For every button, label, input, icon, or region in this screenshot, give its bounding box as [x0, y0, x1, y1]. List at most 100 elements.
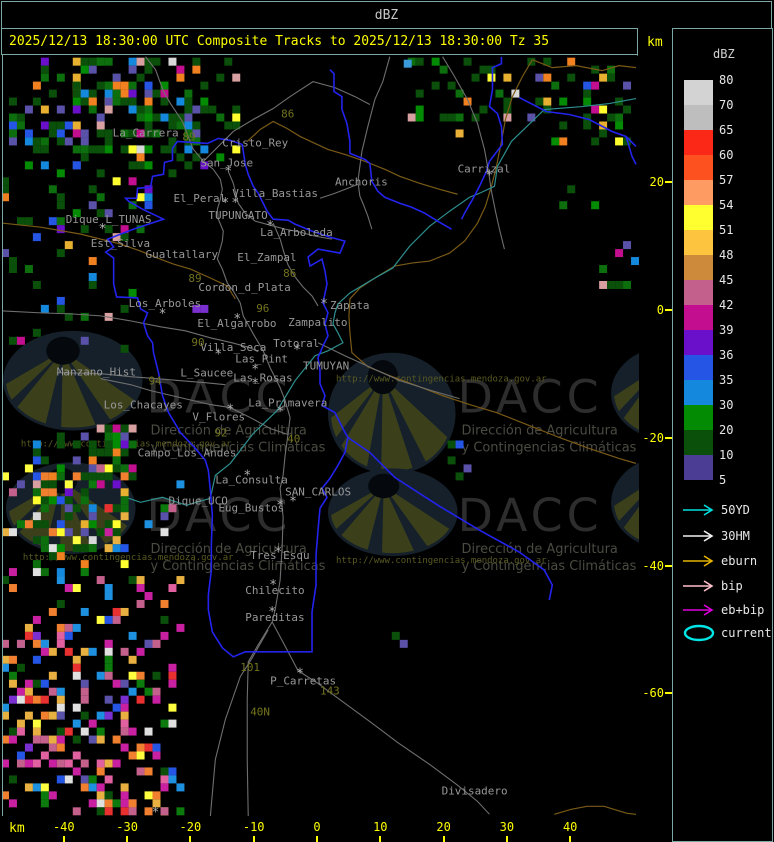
radar-cell: [8, 257, 17, 266]
radar-cell: [160, 615, 169, 624]
radar-cell: [144, 193, 153, 202]
radar-cell: [120, 440, 129, 449]
radar-cell: [407, 113, 416, 122]
x-tick-mark: [379, 836, 382, 842]
radar-cell: [3, 472, 9, 481]
scale-tick-label: 80: [719, 73, 734, 87]
x-tick-label: 0: [313, 820, 321, 834]
radar-cell: [463, 464, 472, 473]
y-tick-label: 0: [656, 303, 664, 317]
radar-cell: [136, 767, 145, 776]
radar-cell: [64, 488, 73, 497]
radar-cell: [104, 584, 113, 593]
radar-map-canvas[interactable]: DACC Dirección de Agricultura y Contingenc…: [2, 54, 639, 817]
radar-cell: [192, 137, 201, 146]
radar-cell: [56, 623, 65, 632]
place-marker-star: *: [320, 297, 328, 312]
radar-cell: [32, 631, 41, 640]
radar-cell: [152, 129, 161, 138]
radar-cell: [8, 129, 17, 138]
road-number-label: 86: [281, 108, 294, 121]
radar-cell: [144, 97, 153, 106]
radar-cell: [144, 791, 153, 800]
road-gray-line: [209, 629, 269, 817]
radar-cell: [160, 512, 169, 521]
radar-cell: [3, 711, 9, 720]
radar-cell: [112, 81, 121, 90]
radar-cell: [56, 296, 65, 305]
radar-cell: [96, 767, 105, 776]
road-brown-line: [348, 59, 637, 464]
radar-cell: [96, 424, 105, 433]
radar-cell: [80, 783, 89, 792]
y-axis: km 20 0 -20 -40 -60: [638, 28, 672, 842]
city-label: La_Carrera: [113, 126, 179, 139]
radar-cell: [128, 576, 137, 585]
radar-cell: [8, 735, 17, 744]
x-tick-label: -40: [52, 820, 75, 834]
radar-cell: [120, 711, 129, 720]
road-number-label: 86: [283, 267, 296, 280]
scale-tick-label: 10: [719, 448, 734, 462]
svg-text:y Contingencias Climáticas: y Contingencias Climáticas: [462, 440, 637, 455]
road-gray-line: [246, 621, 273, 817]
radar-cell: [168, 767, 177, 776]
radar-cell: [479, 105, 488, 114]
radar-cell: [40, 735, 49, 744]
radar-cell: [32, 695, 41, 704]
radar-cell: [8, 655, 17, 664]
radar-cell: [543, 97, 552, 106]
city-label: Dique_L_TUNAS: [66, 213, 152, 226]
scale-tick-label: 30: [719, 398, 734, 412]
scale-tick-label: 65: [719, 123, 734, 137]
radar-cell: [96, 576, 105, 585]
y-tick-mark: [665, 692, 672, 695]
radar-cell: [72, 807, 81, 816]
radar-cell: [567, 185, 576, 194]
city-label: Tres_Esqu: [250, 549, 309, 562]
radar-cell: [3, 193, 9, 202]
radar-cell: [24, 687, 33, 696]
scale-tick-label: 54: [719, 198, 734, 212]
radar-cell: [623, 241, 632, 250]
radar-cell: [455, 113, 464, 122]
x-tick-label: -10: [242, 820, 265, 834]
road-gray-line: [357, 56, 391, 230]
radar-cell: [88, 480, 97, 489]
radar-cell: [56, 193, 65, 202]
radar-cell: [56, 432, 65, 441]
place-marker-star: *: [274, 545, 282, 560]
radar-cell: [168, 703, 177, 712]
radar-cell: [112, 424, 121, 433]
radar-cell: [559, 137, 568, 146]
radar-cell: [591, 105, 600, 114]
radar-cell: [176, 576, 185, 585]
radar-cell: [120, 560, 129, 569]
radar-cell: [567, 57, 576, 66]
x-tick-label: -30: [116, 820, 138, 834]
radar-cell: [8, 121, 17, 130]
x-tick-label: 20: [436, 820, 451, 834]
radar-cell: [192, 153, 201, 162]
radar-cell: [112, 607, 121, 616]
radar-cell: [32, 679, 41, 688]
radar-cell: [8, 679, 17, 688]
radar-cell: [120, 727, 129, 736]
radar-cell: [535, 97, 544, 106]
radar-cell: [32, 560, 41, 569]
radar-cell: [48, 217, 57, 226]
radar-cell: [503, 113, 512, 122]
radar-cell: [72, 57, 81, 66]
radar-cell: [48, 89, 57, 98]
radar-cell: [128, 655, 137, 664]
radar-cell: [120, 464, 129, 473]
place-marker-star: *: [276, 405, 284, 420]
radar-cell: [136, 57, 145, 66]
radar-cell: [80, 488, 89, 497]
radar-cell: [3, 703, 9, 712]
legend-label: eburn: [721, 554, 758, 568]
radar-cell: [48, 743, 57, 752]
radar-cell: [48, 488, 57, 497]
